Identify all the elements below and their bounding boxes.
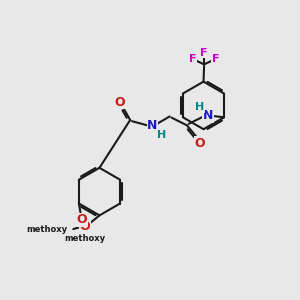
Text: N: N	[147, 119, 158, 132]
Text: O: O	[76, 213, 87, 226]
Text: F: F	[200, 47, 208, 58]
Text: F: F	[212, 54, 219, 64]
Text: methoxy: methoxy	[26, 225, 68, 234]
Text: N: N	[202, 109, 213, 122]
Text: methoxy: methoxy	[64, 234, 105, 243]
Text: F: F	[189, 54, 196, 64]
Text: H: H	[195, 103, 204, 112]
Text: H: H	[157, 130, 166, 140]
Text: O: O	[115, 96, 125, 109]
Text: O: O	[79, 220, 90, 233]
Text: O: O	[194, 137, 205, 150]
